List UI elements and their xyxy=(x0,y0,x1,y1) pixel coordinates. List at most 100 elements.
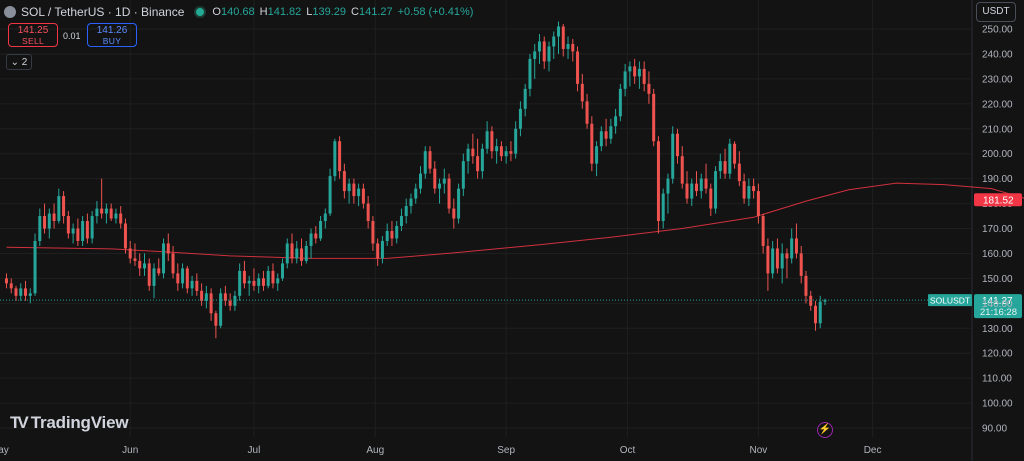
candle xyxy=(766,238,770,291)
candle-body xyxy=(576,51,580,84)
candle xyxy=(761,213,765,254)
candle-body xyxy=(780,253,784,269)
candle-body xyxy=(223,293,227,301)
candle-body xyxy=(95,208,99,217)
candle-body xyxy=(90,216,94,239)
candle-body xyxy=(752,186,756,192)
candle-body xyxy=(43,216,47,229)
candle xyxy=(338,136,342,179)
candle xyxy=(71,223,75,244)
candle-body xyxy=(209,293,213,314)
candle-body xyxy=(461,161,465,189)
candle-body xyxy=(285,243,289,264)
candle-body xyxy=(419,173,422,189)
candle xyxy=(328,168,332,217)
candle xyxy=(290,233,294,264)
candle xyxy=(471,133,475,164)
candle xyxy=(280,258,284,281)
candle xyxy=(452,198,456,229)
sell-label: SELL xyxy=(22,36,44,46)
candle xyxy=(718,153,722,179)
candle xyxy=(490,126,494,159)
candle xyxy=(599,126,603,152)
candle xyxy=(62,191,66,224)
candle xyxy=(785,248,789,279)
candle xyxy=(780,243,784,284)
candle-body xyxy=(604,131,608,139)
candle xyxy=(162,238,166,279)
candle-body xyxy=(162,243,166,274)
candle xyxy=(138,253,142,276)
candle xyxy=(176,263,180,291)
candle xyxy=(128,240,132,264)
candle xyxy=(185,265,189,294)
buy-button[interactable]: 141.26 BUY xyxy=(87,23,137,47)
indicators-toggle[interactable]: ⌄ 2 xyxy=(6,54,32,70)
candle xyxy=(752,178,756,199)
candle-body xyxy=(323,213,327,222)
candle-body xyxy=(623,71,627,89)
candle xyxy=(171,245,175,279)
last-price-tag xyxy=(974,294,1022,319)
candle-body xyxy=(142,263,146,269)
candle-body xyxy=(761,216,765,246)
candle xyxy=(33,233,37,296)
candle-series xyxy=(4,21,827,339)
candle xyxy=(633,58,637,84)
candle xyxy=(43,203,47,234)
candle xyxy=(204,285,208,309)
chart-header: SOL / TetherUS · 1D · Binance O140.68 H1… xyxy=(4,4,473,20)
candle-body xyxy=(228,300,232,306)
low-value: L139.29 xyxy=(306,6,347,18)
candle-body xyxy=(547,46,551,62)
candle-body xyxy=(295,248,299,259)
candle-body xyxy=(509,151,513,154)
indicators-count: 2 xyxy=(21,57,28,68)
candle xyxy=(195,273,199,296)
candle xyxy=(504,146,508,164)
lightning-icon[interactable]: ⚡ xyxy=(817,422,833,438)
candle-body xyxy=(219,293,223,326)
candle-body xyxy=(466,148,470,162)
candle-body xyxy=(19,288,23,296)
candle xyxy=(728,138,732,179)
currency-button[interactable]: USDT xyxy=(976,2,1016,22)
candle-body xyxy=(690,183,694,199)
candle xyxy=(157,258,161,276)
candle xyxy=(509,141,513,162)
candle xyxy=(566,36,570,59)
candle-body xyxy=(333,141,337,177)
symbol-title[interactable]: SOL / TetherUS · 1D · Binance xyxy=(21,5,185,19)
candle xyxy=(285,238,289,269)
candle xyxy=(433,161,437,194)
candle xyxy=(485,121,489,154)
candle xyxy=(771,240,775,279)
candle-body xyxy=(428,151,432,169)
candle xyxy=(142,253,146,276)
candle-body xyxy=(818,301,822,324)
sell-button[interactable]: 141.25 SELL xyxy=(8,23,58,47)
candle-body xyxy=(157,268,161,274)
tradingview-logo[interactable]: TV TradingView xyxy=(10,413,129,433)
candle xyxy=(76,218,80,246)
candle xyxy=(476,138,480,179)
candle xyxy=(533,43,537,79)
candle-body xyxy=(813,305,817,324)
candle xyxy=(347,178,351,204)
candle-body xyxy=(714,171,718,209)
candle-body xyxy=(504,151,508,157)
candle xyxy=(423,146,427,179)
candle xyxy=(223,285,227,306)
candle xyxy=(685,171,689,204)
chart-grid xyxy=(0,0,973,461)
candle-body xyxy=(637,68,641,77)
candle-body xyxy=(114,213,118,219)
candle xyxy=(323,208,327,229)
candle xyxy=(166,233,170,261)
candle xyxy=(499,141,503,162)
candle xyxy=(628,61,632,87)
candle-body xyxy=(171,253,175,274)
candle xyxy=(585,93,589,129)
tradingview-icon: TV xyxy=(10,413,29,432)
